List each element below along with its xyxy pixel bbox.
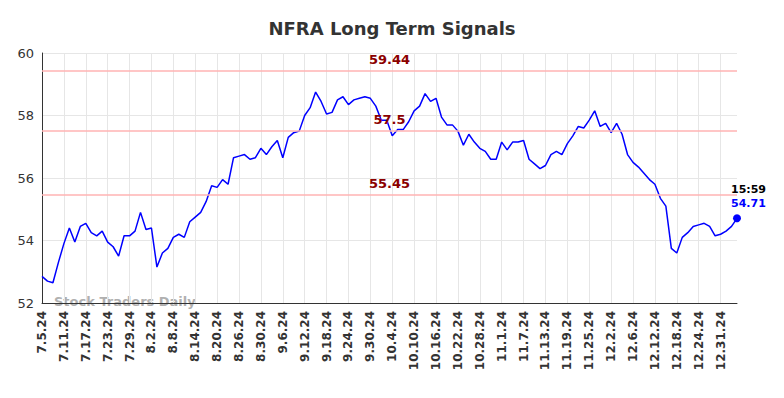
svg-text:12.31.24: 12.31.24 — [714, 311, 728, 370]
svg-text:9.12.24: 9.12.24 — [298, 311, 312, 362]
svg-text:9.24.24: 9.24.24 — [341, 311, 355, 362]
svg-text:8.26.24: 8.26.24 — [232, 311, 246, 362]
svg-text:10.22.24: 10.22.24 — [451, 311, 465, 370]
svg-text:8.20.24: 8.20.24 — [210, 311, 224, 362]
svg-text:59.44: 59.44 — [369, 52, 410, 67]
svg-text:12.6.24: 12.6.24 — [626, 311, 640, 362]
svg-text:11.25.24: 11.25.24 — [582, 311, 596, 370]
svg-text:10.4.24: 10.4.24 — [385, 311, 399, 362]
svg-text:15:59: 15:59 — [731, 183, 766, 196]
svg-text:11.13.24: 11.13.24 — [538, 311, 552, 370]
svg-text:7.11.24: 7.11.24 — [57, 311, 71, 362]
svg-text:10.10.24: 10.10.24 — [407, 311, 421, 370]
svg-text:54.71: 54.71 — [731, 197, 766, 210]
svg-text:9.30.24: 9.30.24 — [363, 311, 377, 362]
svg-text:12.18.24: 12.18.24 — [670, 311, 684, 370]
svg-text:8.8.24: 8.8.24 — [166, 311, 180, 354]
svg-text:7.17.24: 7.17.24 — [79, 311, 93, 362]
svg-text:7.5.24: 7.5.24 — [35, 311, 49, 354]
svg-text:10.28.24: 10.28.24 — [473, 311, 487, 370]
svg-text:12.2.24: 12.2.24 — [604, 311, 618, 362]
svg-text:11.1.24: 11.1.24 — [495, 311, 509, 362]
svg-text:8.14.24: 8.14.24 — [188, 311, 202, 362]
svg-text:8.30.24: 8.30.24 — [254, 311, 268, 362]
svg-text:12.24.24: 12.24.24 — [692, 311, 706, 370]
svg-text:9.6.24: 9.6.24 — [276, 311, 290, 354]
svg-text:Stock Traders Daily: Stock Traders Daily — [54, 294, 196, 309]
svg-text:7.23.24: 7.23.24 — [101, 311, 115, 362]
svg-text:52: 52 — [17, 296, 34, 311]
svg-text:10.16.24: 10.16.24 — [429, 311, 443, 370]
svg-text:57.5: 57.5 — [373, 112, 405, 127]
svg-text:60: 60 — [17, 46, 34, 61]
svg-text:54: 54 — [17, 233, 34, 248]
svg-text:11.19.24: 11.19.24 — [560, 311, 574, 370]
svg-text:7.29.24: 7.29.24 — [123, 311, 137, 362]
svg-text:55.45: 55.45 — [369, 176, 410, 191]
svg-text:8.2.24: 8.2.24 — [144, 311, 158, 354]
svg-text:58: 58 — [17, 108, 34, 123]
svg-text:NFRA Long Term Signals: NFRA Long Term Signals — [268, 18, 515, 39]
svg-text:9.18.24: 9.18.24 — [320, 311, 334, 362]
svg-text:56: 56 — [17, 171, 34, 186]
svg-text:11.7.24: 11.7.24 — [517, 311, 531, 362]
svg-text:12.12.24: 12.12.24 — [648, 311, 662, 370]
